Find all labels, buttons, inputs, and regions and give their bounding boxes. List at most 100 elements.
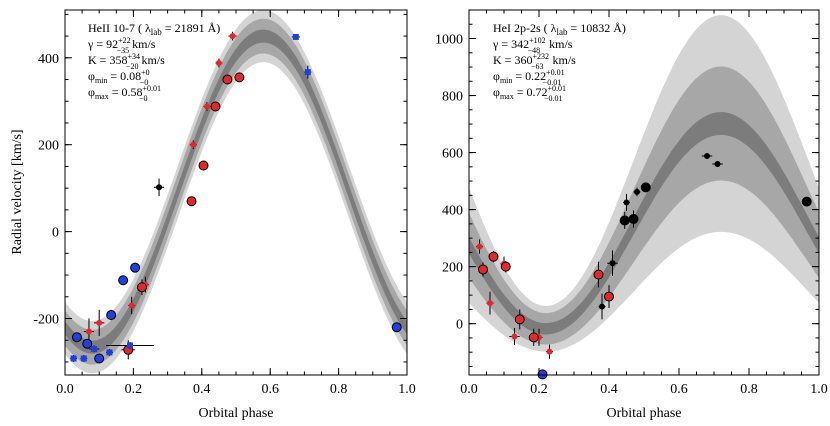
right-legend-line-phimin: φmin = 0.22+0.01 −0.01 — [493, 68, 565, 87]
left-legend-line-title: HeII 10-7 ( λlab = 21891 Å) — [88, 21, 220, 37]
data-point — [189, 140, 197, 150]
data-point — [203, 102, 211, 111]
data-point — [604, 285, 614, 308]
marker — [198, 160, 209, 171]
x-tick-label: 0.0 — [460, 382, 478, 397]
y-tick-label: 200 — [38, 139, 59, 154]
marker — [599, 303, 605, 310]
marker — [82, 338, 93, 349]
x-tick-label: 0.0 — [56, 382, 74, 397]
data-point — [130, 262, 141, 273]
x-tick-label: 0.6 — [261, 382, 279, 397]
data-point — [478, 262, 488, 277]
data-point — [701, 153, 713, 159]
y-tick-label: 0 — [52, 226, 59, 241]
data-point — [509, 327, 520, 346]
marker — [71, 332, 82, 343]
data-point — [82, 338, 93, 349]
y-tick-label: 200 — [442, 261, 463, 276]
right-legend-line-phimax: φmax = 0.72+0.01 −0.01 — [493, 84, 566, 103]
data-point — [628, 210, 639, 228]
data-point — [106, 341, 154, 349]
data-point — [71, 332, 82, 343]
marker — [80, 355, 87, 362]
y-tick-label: 400 — [442, 204, 463, 219]
marker — [106, 310, 117, 321]
right-chart-panel: 0.0 0.2 0.4 0.6 0.8 1.0 0 200 400 600 800 1000 Orb… — [435, 9, 828, 421]
data-point — [198, 160, 209, 171]
data-point — [607, 250, 618, 277]
y-tick-label: 600 — [442, 147, 463, 162]
marker — [203, 103, 210, 110]
x-tick-label: 0.4 — [193, 382, 211, 397]
left-chart-panel: 0.0 0.2 0.4 0.6 0.8 1.0 -200 0 200 400 Orbital p… — [10, 9, 416, 421]
data-point — [136, 279, 147, 296]
data-point — [88, 345, 100, 353]
marker — [528, 332, 539, 343]
data-point — [486, 291, 494, 315]
data-point — [528, 328, 539, 346]
marker — [91, 345, 98, 352]
marker — [476, 243, 483, 250]
left-x-tick-labels: 0.0 0.2 0.4 0.6 0.8 1.0 — [56, 382, 416, 397]
right-legend-line-k: K = 360+232 −63 km/s — [493, 52, 576, 71]
marker — [514, 314, 525, 325]
marker — [801, 196, 812, 207]
data-point — [234, 72, 245, 83]
x-tick-label: 0.2 — [530, 382, 548, 397]
marker — [500, 261, 511, 272]
marker — [604, 291, 614, 302]
data-point — [593, 261, 604, 288]
x-tick-label: 0.8 — [740, 382, 758, 397]
data-point — [633, 187, 641, 197]
right-plot-frame — [468, 9, 820, 376]
marker — [190, 141, 197, 148]
left-legend-line-gamma: γ = 92+22 −35 km/s — [87, 36, 156, 55]
data-point — [476, 239, 483, 254]
data-point — [106, 348, 113, 356]
marker — [85, 328, 92, 335]
left-legend: HeII 10-7 ( λlab = 21891 Å) γ = 92+22 −35… — [87, 21, 220, 103]
data-point — [153, 178, 165, 196]
data-point — [228, 31, 237, 41]
right-x-tick-labels: 0.0 0.2 0.4 0.6 0.8 1.0 — [460, 382, 828, 397]
marker — [215, 60, 222, 67]
marker — [229, 33, 236, 40]
right-data-points — [476, 153, 812, 380]
data-point — [128, 296, 136, 315]
right-legend-line-gamma: γ = 342+102 −48 km/s — [492, 36, 573, 55]
band-middle — [65, 18, 407, 365]
marker — [546, 348, 553, 355]
marker — [136, 282, 147, 293]
marker — [609, 260, 616, 267]
data-point — [80, 355, 88, 362]
marker — [94, 353, 105, 364]
marker — [222, 74, 233, 85]
data-point — [291, 33, 300, 40]
data-point — [94, 309, 105, 336]
left-confidence-band-middle — [65, 18, 407, 365]
data-point — [712, 160, 723, 167]
left-y-tick-labels: -200 0 200 400 — [33, 52, 59, 328]
data-point — [94, 353, 105, 364]
data-point — [210, 101, 221, 112]
marker — [619, 215, 630, 226]
marker — [128, 302, 135, 309]
x-tick-label: 0.6 — [670, 382, 688, 397]
marker — [640, 182, 651, 193]
marker — [488, 251, 499, 262]
marker — [478, 264, 488, 275]
data-point — [106, 309, 117, 321]
marker — [156, 184, 163, 191]
data-point — [304, 65, 312, 79]
marker — [130, 262, 141, 273]
data-point — [500, 260, 511, 273]
data-point — [488, 250, 499, 263]
marker — [714, 160, 721, 167]
marker — [70, 355, 77, 362]
data-point — [623, 193, 630, 212]
marker — [118, 275, 129, 286]
data-point — [598, 293, 606, 320]
x-tick-label: 0.4 — [600, 382, 618, 397]
left-confidence-band-inner — [65, 29, 407, 354]
